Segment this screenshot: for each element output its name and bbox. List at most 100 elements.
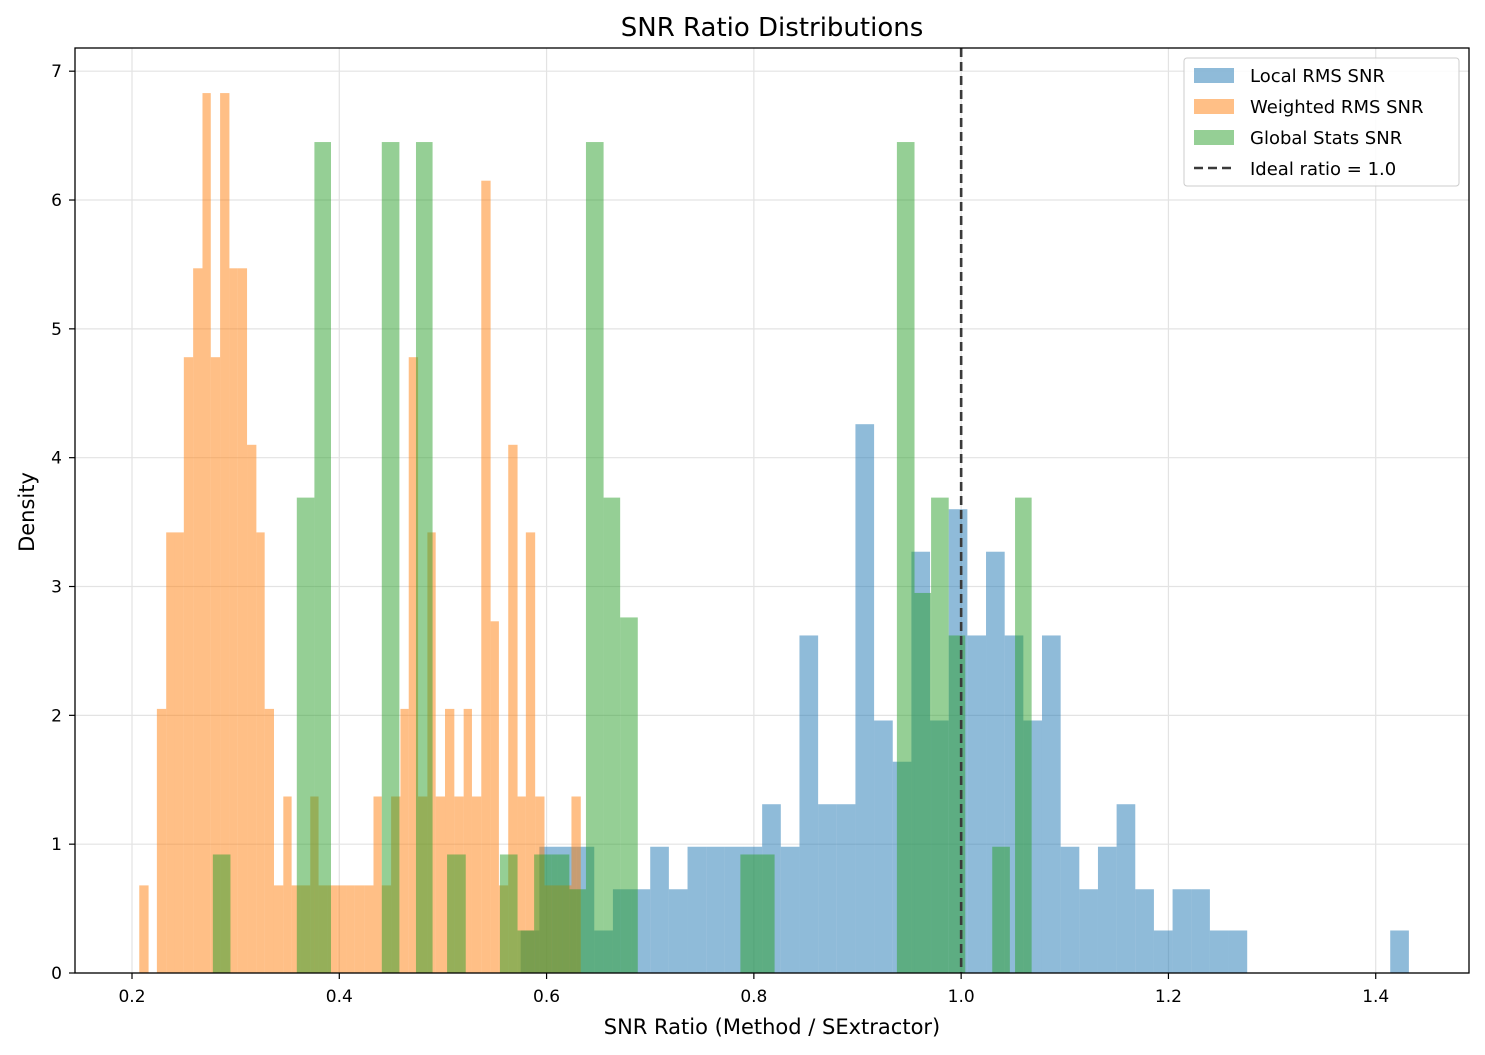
x-axis-label: SNR Ratio (Method / SExtractor): [604, 1015, 941, 1039]
legend-label-local-rms: Local RMS SNR: [1250, 66, 1385, 87]
plot-frame: [74, 47, 1470, 974]
histogram-bars: [139, 93, 1409, 974]
histogram-bar: [724, 846, 744, 973]
histogram-bar: [400, 708, 409, 973]
histogram-bar: [1390, 930, 1409, 973]
legend: Local RMS SNR Weighted RMS SNR Global St…: [1183, 57, 1460, 187]
histogram-bar: [1097, 846, 1117, 973]
y-axis-ticks: 0 1 2 3 4 5 6 7: [51, 62, 75, 984]
histogram-bar: [1116, 804, 1136, 973]
y-tick-label: 1: [51, 835, 62, 855]
x-tick-label: 0.2: [118, 987, 145, 1007]
x-tick-label: 0.6: [533, 987, 560, 1007]
histogram-bar: [967, 635, 987, 973]
legend-box: [1183, 57, 1460, 187]
histogram-bar: [1153, 930, 1173, 973]
histogram-bar: [818, 804, 837, 973]
histogram-bar: [517, 930, 535, 973]
x-tick-label: 1.2: [1155, 987, 1182, 1007]
histogram-bar: [914, 592, 932, 973]
histogram-bar: [1191, 889, 1210, 973]
histogram-bar: [415, 142, 433, 973]
histogram-bar: [373, 796, 382, 973]
histogram-bar: [569, 889, 586, 973]
histogram-bar: [256, 532, 265, 973]
legend-swatch-weighted-rms: [1194, 99, 1234, 114]
y-axis-label: Density: [15, 472, 39, 552]
histogram-bar: [337, 885, 347, 973]
histogram-bar: [247, 444, 257, 974]
histogram-bar: [1015, 497, 1032, 973]
histogram-bar: [314, 142, 331, 973]
y-tick-label: 0: [51, 964, 62, 984]
histogram-bar: [525, 532, 536, 973]
histogram-bar: [687, 846, 707, 973]
histogram-bar: [740, 854, 759, 973]
histogram-bar: [534, 854, 552, 973]
histogram-bar: [1209, 930, 1229, 973]
y-tick-label: 2: [51, 706, 62, 726]
histogram-bar: [571, 796, 581, 973]
series-global-stats-snr: [212, 142, 1032, 973]
y-tick-label: 7: [51, 62, 62, 82]
histogram-bar: [874, 720, 893, 973]
histogram-bar: [481, 180, 491, 973]
histogram-bar: [463, 708, 472, 973]
histogram-bar: [585, 142, 604, 973]
histogram-bar: [1041, 635, 1061, 973]
x-tick-label: 0.8: [740, 987, 767, 1007]
legend-label-ideal-ratio: Ideal ratio = 1.0: [1250, 159, 1396, 180]
y-tick-label: 5: [51, 320, 62, 340]
histogram-bar: [780, 846, 800, 973]
histogram-bar: [296, 497, 315, 973]
histogram-bar: [273, 885, 284, 973]
histogram-bar: [229, 268, 238, 973]
histogram-bar: [174, 532, 184, 973]
histogram-bar: [381, 142, 400, 973]
histogram-bar: [220, 93, 230, 974]
histogram-bar: [327, 885, 338, 973]
histogram-bar: [283, 796, 292, 973]
histogram-bar: [471, 796, 482, 973]
x-tick-label: 1.4: [1362, 987, 1389, 1007]
histogram-bar: [291, 885, 301, 973]
x-axis-ticks: 0.2 0.4 0.6 0.8 1.0 1.2 1.4: [118, 973, 1389, 1007]
histogram-bar: [435, 796, 446, 973]
histogram-bar: [603, 497, 621, 973]
histogram-bar: [620, 617, 638, 973]
histogram-bar: [931, 497, 949, 973]
histogram-bar: [1135, 889, 1154, 973]
histogram-bar: [758, 854, 775, 973]
histogram-bar: [551, 854, 570, 973]
histogram-bar: [855, 424, 875, 973]
y-tick-label: 3: [51, 578, 62, 598]
histogram-bar: [183, 357, 194, 973]
y-tick-label: 6: [51, 191, 62, 211]
histogram-bar: [490, 621, 499, 973]
chart-title: SNR Ratio Distributions: [621, 13, 924, 43]
histogram-bar: [156, 708, 167, 973]
histogram-bar: [1079, 889, 1098, 973]
histogram-bar: [354, 885, 365, 973]
histogram-bar: [896, 142, 915, 973]
histogram-bar: [799, 635, 819, 973]
histogram-bar: [264, 708, 274, 973]
legend-swatch-local-rms: [1194, 68, 1234, 83]
histogram-bar: [408, 357, 419, 973]
histogram-bar: [193, 268, 203, 973]
histogram-bar: [447, 854, 466, 973]
histogram-bar: [445, 708, 455, 973]
legend-label-global-stats: Global Stats SNR: [1250, 128, 1402, 149]
y-tick-label: 4: [51, 449, 62, 469]
histogram-bar: [139, 885, 149, 973]
histogram-bar: [499, 854, 518, 973]
histogram-bar: [650, 846, 669, 973]
legend-label-weighted-rms: Weighted RMS SNR: [1250, 97, 1424, 118]
histogram-bar: [508, 444, 518, 974]
x-tick-label: 0.4: [326, 987, 353, 1007]
histogram-bar: [948, 635, 966, 973]
histogram-bar: [517, 796, 526, 973]
histogram-bar: [992, 846, 1010, 973]
histogram-bar: [706, 846, 725, 973]
